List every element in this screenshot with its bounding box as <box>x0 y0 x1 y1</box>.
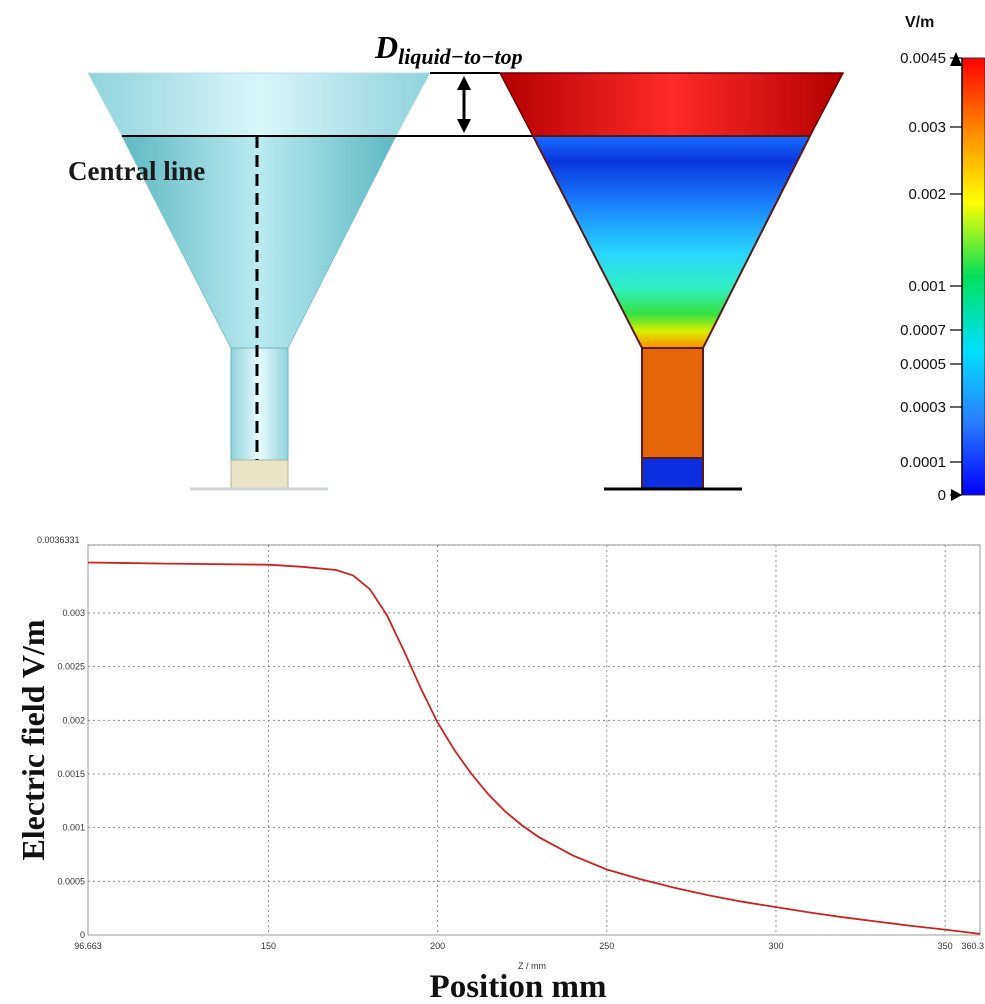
field-stem <box>641 347 704 459</box>
right-funnel <box>498 72 845 491</box>
x-tick-label: 300 <box>768 941 783 951</box>
electric-field-series-line <box>87 561 981 935</box>
central-line-label: Central line <box>68 156 205 186</box>
colorbar-max-marker <box>950 52 962 66</box>
chart-grid <box>88 544 980 935</box>
y-tick-label: 0.003 <box>62 608 85 618</box>
x-axis-ticks: 96.663 150 200 250 300 350 360.3 <box>74 941 984 951</box>
colorbar-tick-label: 0.002 <box>908 186 946 203</box>
colorbar-unit: V/m <box>905 14 934 31</box>
y-tick-label: 0.0036331 <box>37 535 80 545</box>
colorbar-tick-label: 0.0007 <box>900 322 946 339</box>
y-tick-label: 0.002 <box>62 715 85 725</box>
colorbar-tick-label: 0.0005 <box>900 356 946 373</box>
dimension-label: Dliquid−to−top <box>374 29 523 69</box>
line-chart: 0 0.0005 0.001 0.0015 0.002 0.0025 0.003 0.0036… <box>15 535 984 1004</box>
colorbar-ticks: 0.0045 0.003 0.002 0.001 0.0007 0.0005 0.0003 0… <box>900 50 962 504</box>
colorbar-tick-label: 0.0045 <box>900 50 946 67</box>
dimension-marker: Dliquid−to−top <box>374 29 538 137</box>
dimension-label-main: D <box>374 29 398 65</box>
y-tick-label: 0.0005 <box>57 876 85 886</box>
dimension-arrow-down <box>457 119 471 133</box>
x-tick-label: 200 <box>430 941 445 951</box>
x-tick-label: 360.3 <box>961 941 984 951</box>
y-tick-label: 0 <box>80 930 85 940</box>
colorbar-tick-label: 0.003 <box>908 119 946 136</box>
plot-area <box>87 544 981 936</box>
colorbar-tick-label: 0.0003 <box>900 399 946 416</box>
y-tick-label: 0.001 <box>62 823 85 833</box>
left-funnel-empty-top <box>87 72 431 137</box>
x-tick-label: 250 <box>599 941 614 951</box>
colorbar-tick-label: 0.0001 <box>900 454 946 471</box>
field-stem-bottom <box>641 457 704 490</box>
colorbar-gradient <box>961 57 985 496</box>
left-funnel <box>87 72 431 491</box>
x-axis-label: Position mm <box>430 969 607 1004</box>
colorbar-tick-label: 0.001 <box>908 278 946 295</box>
y-tick-label: 0.0015 <box>57 769 85 779</box>
dimension-label-subscript: liquid−to−top <box>398 44 522 69</box>
left-funnel-stem <box>230 347 289 461</box>
field-top-band <box>498 72 845 137</box>
y-axis-label: Electric field V/m <box>15 619 51 860</box>
dimension-arrow-up <box>457 76 471 90</box>
y-tick-label: 0.0025 <box>57 662 85 672</box>
colorbar: V/m 0.00450.0030.0020.0010.00070.00050.0… <box>900 14 985 504</box>
x-axis-unit-small: Z / mm <box>518 961 546 971</box>
field-cone <box>531 135 812 349</box>
x-tick-label: 150 <box>261 941 276 951</box>
x-tick-label: 96.663 <box>74 941 102 951</box>
colorbar-tick-label: 0 <box>938 487 946 504</box>
x-tick-label: 350 <box>938 941 953 951</box>
left-funnel-plug <box>230 459 289 490</box>
y-axis-ticks: 0 0.0005 0.001 0.0015 0.002 0.0025 0.003 0.0036… <box>37 535 85 940</box>
